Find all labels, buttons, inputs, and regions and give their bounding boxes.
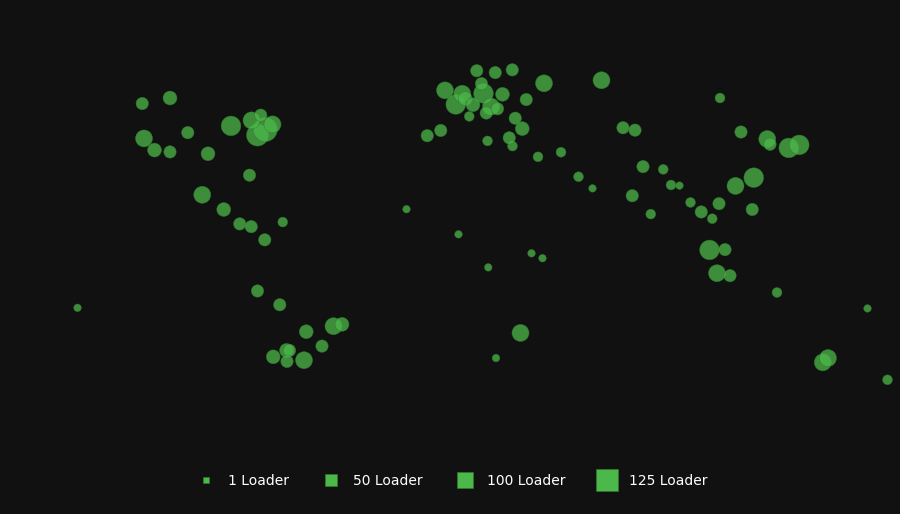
Legend: 1 Loader, 50 Loader, 100 Loader, 125 Loader: 1 Loader, 50 Loader, 100 Loader, 125 Loa… (185, 467, 715, 494)
Point (747, 174, 761, 182)
Point (135, 99, 149, 107)
Point (728, 182, 742, 190)
Point (702, 246, 716, 254)
Point (420, 132, 435, 140)
Point (462, 112, 476, 120)
Point (232, 220, 247, 228)
Point (594, 76, 608, 84)
Point (242, 171, 256, 179)
Point (217, 206, 231, 214)
Point (489, 354, 503, 362)
Point (458, 95, 473, 103)
Point (683, 198, 698, 207)
Point (718, 246, 733, 254)
Point (474, 80, 489, 88)
Point (488, 68, 502, 77)
Point (479, 109, 493, 117)
Point (476, 89, 491, 98)
Point (531, 153, 545, 161)
Point (712, 199, 726, 208)
Point (258, 125, 273, 134)
Point (195, 191, 210, 199)
Point (250, 287, 265, 295)
Point (815, 358, 830, 366)
Point (536, 79, 551, 87)
Point (455, 89, 470, 98)
Point (283, 346, 297, 355)
Point (491, 105, 505, 113)
Point (519, 96, 534, 104)
Point (505, 142, 519, 150)
Point (299, 327, 313, 336)
Point (244, 116, 258, 124)
Point (644, 210, 658, 218)
Point (335, 320, 349, 328)
Point (508, 114, 522, 122)
Point (266, 353, 281, 361)
Point (628, 126, 643, 134)
Point (280, 357, 294, 365)
Point (536, 254, 550, 262)
Point (201, 150, 215, 158)
Point (515, 124, 529, 133)
Point (470, 67, 484, 75)
Point (451, 230, 465, 238)
Point (484, 102, 499, 111)
Point (781, 144, 796, 152)
Point (273, 301, 287, 309)
Point (745, 206, 760, 214)
Point (250, 131, 265, 139)
Point (713, 94, 727, 102)
Point (723, 271, 737, 280)
Point (266, 120, 280, 128)
Point (554, 148, 568, 156)
Point (495, 90, 509, 99)
Point (656, 166, 670, 174)
Point (860, 304, 875, 313)
Point (315, 342, 329, 350)
Point (572, 173, 586, 181)
Point (513, 329, 527, 337)
Point (297, 356, 311, 364)
Point (448, 100, 463, 108)
Point (148, 146, 162, 154)
Point (434, 126, 448, 135)
Point (137, 134, 151, 142)
Point (327, 322, 341, 331)
Point (70, 304, 85, 312)
Point (181, 128, 195, 137)
Point (437, 86, 452, 95)
Point (792, 141, 806, 149)
Point (616, 123, 630, 132)
Point (400, 205, 414, 213)
Point (585, 184, 599, 192)
Point (481, 263, 495, 271)
Point (734, 128, 748, 136)
Point (502, 134, 517, 142)
Point (279, 346, 293, 355)
Point (254, 111, 268, 119)
Point (163, 94, 177, 102)
Point (664, 181, 679, 189)
Point (163, 148, 177, 156)
Point (705, 214, 719, 223)
Point (505, 66, 519, 74)
Point (770, 288, 784, 297)
Point (224, 122, 238, 130)
Point (694, 208, 708, 216)
Point (635, 162, 650, 171)
Point (672, 181, 687, 190)
Point (710, 269, 724, 278)
Point (760, 135, 774, 143)
Point (257, 236, 272, 244)
Point (244, 223, 258, 231)
Point (275, 218, 290, 226)
Point (763, 140, 778, 149)
Point (821, 354, 835, 362)
Point (466, 101, 481, 109)
Point (481, 137, 495, 145)
Point (525, 249, 539, 258)
Point (625, 192, 639, 200)
Point (880, 376, 895, 384)
